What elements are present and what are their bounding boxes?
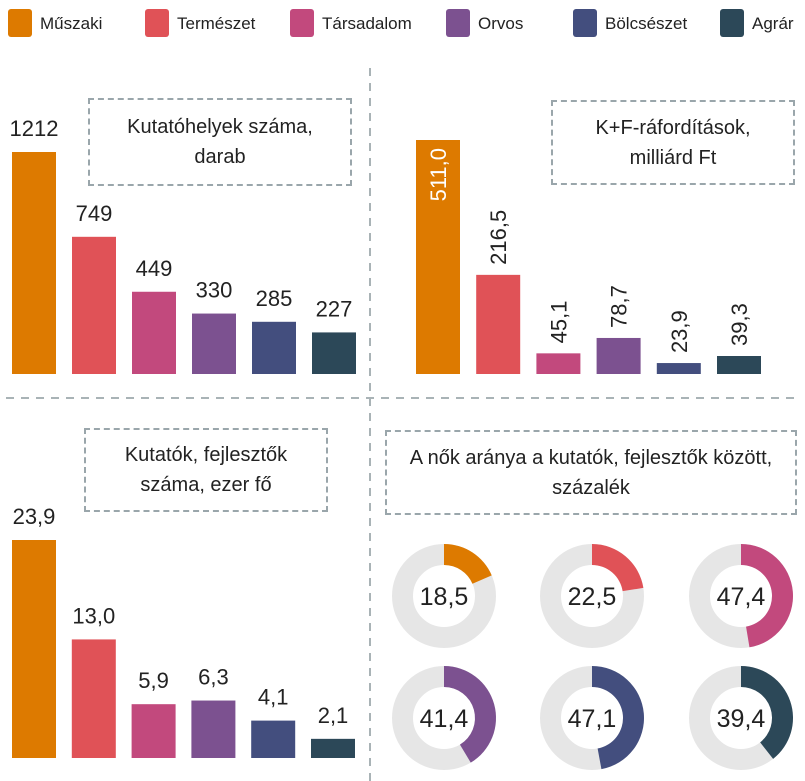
chart-title: K+F-ráfordítások, milliárd Ft: [551, 100, 795, 185]
donut-segment: [444, 544, 492, 584]
legend-swatch: [145, 9, 169, 37]
legend-swatch: [290, 9, 314, 37]
bar: [132, 291, 176, 374]
bar: [12, 152, 56, 374]
legend-label: Természet: [177, 14, 256, 33]
data-label: 749: [76, 201, 113, 226]
data-label: 41,4: [420, 705, 469, 733]
legend-label: Műszaki: [40, 14, 102, 33]
bar: [251, 720, 296, 758]
legend-swatch: [8, 9, 32, 37]
bar: [596, 337, 641, 374]
donut-segment: [741, 544, 793, 648]
legend-label: Társadalom: [322, 14, 412, 33]
data-label: 4,1: [258, 685, 289, 710]
bar: [12, 540, 56, 758]
data-label: 47,4: [717, 583, 766, 611]
donut-segment: [444, 666, 496, 763]
bar: [476, 274, 521, 374]
donut-segment: [592, 666, 645, 770]
data-label: 18,5: [420, 583, 469, 611]
data-label: 511,0: [426, 148, 451, 201]
chart-title: Kutatók, fejlesztők száma, ezer fő: [84, 428, 328, 512]
bar: [192, 313, 236, 374]
data-label: 1212: [10, 116, 59, 141]
data-label: 45,1: [546, 301, 571, 344]
legend-swatch: [720, 9, 744, 37]
bar: [71, 639, 116, 758]
bar: [131, 704, 176, 758]
chart-title: A nők aránya a kutatók, fejlesztők közöt…: [385, 430, 797, 515]
donut-segment: [741, 666, 794, 759]
bar: [656, 363, 701, 374]
data-label: 6,3: [198, 665, 229, 690]
data-label: 285: [256, 286, 293, 311]
bar: [191, 700, 236, 758]
data-label: 449: [136, 256, 173, 281]
data-label: 23,9: [667, 310, 692, 353]
data-label: 22,5: [568, 583, 617, 611]
data-label: 39,3: [727, 303, 752, 346]
bar: [252, 321, 296, 374]
legend-swatch: [573, 9, 597, 37]
data-label: 13,0: [72, 603, 115, 628]
donut-segment: [592, 544, 644, 592]
legend-swatch: [446, 9, 470, 37]
legend-label: Agrár: [752, 14, 794, 33]
data-label: 330: [196, 278, 233, 303]
data-label: 227: [316, 296, 353, 321]
data-label: 2,1: [318, 703, 349, 728]
data-label: 216,5: [486, 210, 511, 265]
data-label: 5,9: [138, 668, 169, 693]
bar: [416, 140, 460, 374]
data-label: 78,7: [607, 285, 632, 328]
legend-label: Bölcsészet: [605, 14, 687, 33]
bar: [717, 356, 761, 374]
bar: [72, 236, 116, 374]
data-label: 23,9: [13, 504, 56, 529]
bar: [536, 353, 581, 374]
bar: [311, 738, 355, 758]
legend-label: Orvos: [478, 14, 523, 33]
data-label: 47,1: [568, 705, 617, 733]
bar: [312, 332, 356, 374]
data-label: 39,4: [717, 705, 766, 733]
chart-title: Kutatóhelyek száma, darab: [88, 98, 352, 186]
